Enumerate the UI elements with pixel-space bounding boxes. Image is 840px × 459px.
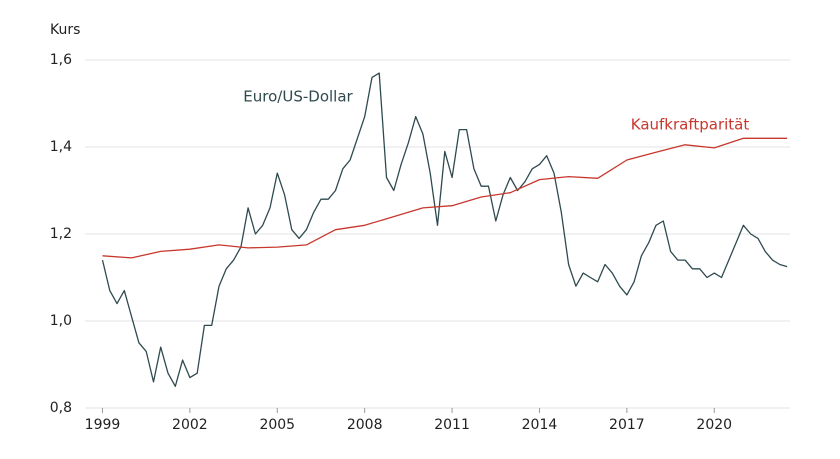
y-tick-label: 0,8	[50, 400, 72, 416]
x-tick-label: 2017	[609, 417, 645, 433]
line	[101, 72, 788, 387]
x-tick-label: 2020	[696, 417, 732, 433]
x-tick-label: 2002	[172, 417, 208, 433]
series-label: Kaufkraftparität	[631, 116, 750, 134]
x-tick-label: 1999	[85, 417, 121, 433]
y-tick-label: 1,2	[50, 226, 72, 242]
y-axis-label: Kurs	[50, 22, 80, 38]
series-label: Euro/US-Dollar	[243, 88, 353, 106]
x-tick-label: 2005	[259, 417, 295, 433]
y-tick-label: 1,4	[50, 139, 72, 155]
x-tick-label: 2011	[434, 417, 470, 433]
line	[102, 137, 788, 259]
x-tick-label: 2014	[522, 417, 558, 433]
x-tick-label: 2008	[347, 417, 383, 433]
y-tick-label: 1,6	[50, 52, 72, 68]
y-tick-label: 1,0	[50, 313, 72, 329]
